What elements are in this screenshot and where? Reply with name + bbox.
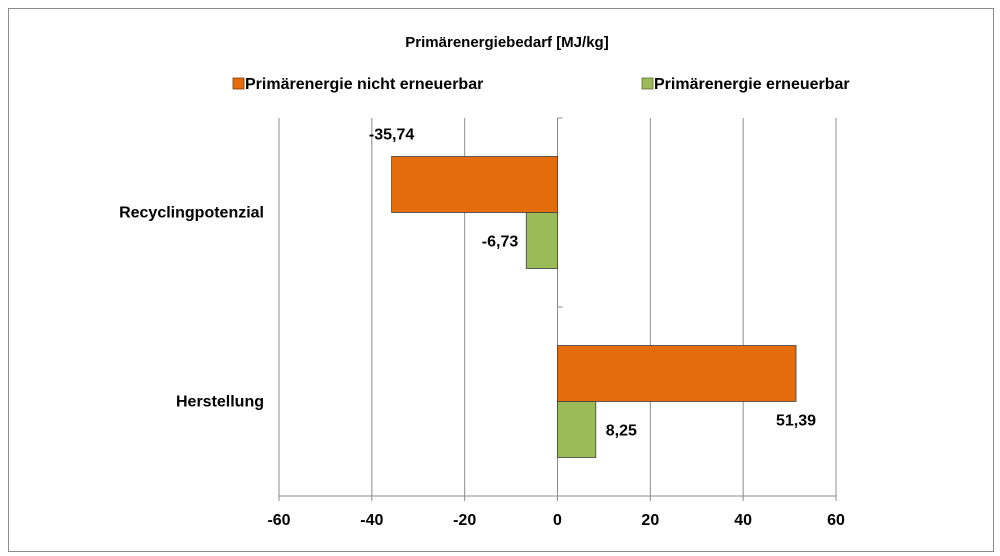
x-tick-label-1: -40 bbox=[360, 512, 383, 529]
category-label-0: Recyclingpotenzial bbox=[119, 205, 264, 222]
x-tick-label-5: 40 bbox=[734, 512, 752, 529]
bar-series-1-cat-0 bbox=[525, 212, 558, 269]
bars bbox=[391, 156, 797, 458]
data-label-series-1-cat-1: 8,25 bbox=[606, 423, 637, 440]
x-tick-label-0: -60 bbox=[267, 512, 290, 529]
data-labels: -35,74 51,39 -6,73 8,25 bbox=[369, 127, 816, 440]
category-label-1: Herstellung bbox=[176, 394, 264, 411]
legend-label-nicht-erneuerbar: Primärenergie nicht erneuerbar bbox=[245, 76, 483, 93]
legend-label-erneuerbar: Primärenergie erneuerbar bbox=[654, 76, 850, 93]
legend: Primärenergie nicht erneuerbar Primärene… bbox=[232, 76, 850, 93]
bar-series-0-cat-0 bbox=[391, 156, 558, 213]
x-tick-label-2: -20 bbox=[453, 512, 476, 529]
x-tick-label-4: 20 bbox=[641, 512, 659, 529]
data-label-series-0-cat-0: -35,74 bbox=[369, 127, 414, 144]
category-labels: Recyclingpotenzial Herstellung bbox=[119, 205, 264, 411]
x-tick-label-3: 0 bbox=[553, 512, 562, 529]
chart-title: Primärenergiebedarf [MJ/kg] bbox=[405, 34, 608, 51]
tick-labels: -60 -40 -20 0 20 40 60 bbox=[267, 512, 845, 529]
legend-swatch-nicht-erneuerbar bbox=[232, 77, 245, 90]
data-label-series-0-cat-1: 51,39 bbox=[776, 413, 816, 430]
x-tick-label-6: 60 bbox=[827, 512, 845, 529]
bar-series-0-cat-1 bbox=[557, 345, 797, 402]
legend-swatch-erneuerbar bbox=[641, 77, 654, 90]
data-label-series-1-cat-0: -6,73 bbox=[482, 234, 519, 251]
chart-frame bbox=[8, 8, 994, 552]
bar-series-1-cat-1 bbox=[557, 401, 597, 458]
